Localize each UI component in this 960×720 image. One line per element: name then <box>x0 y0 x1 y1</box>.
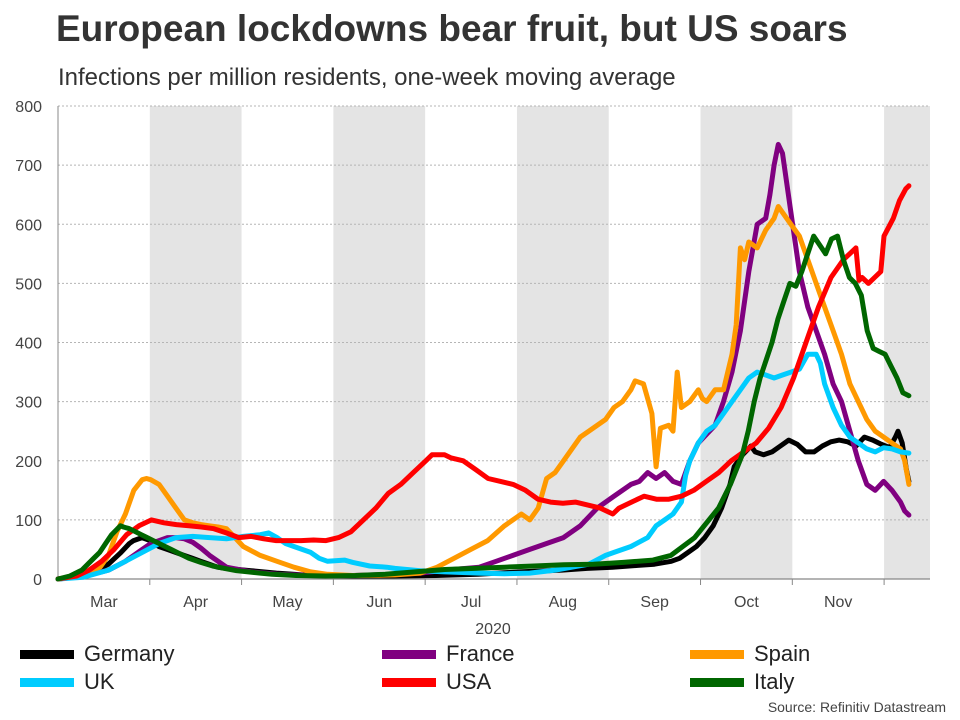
legend-swatch-uk <box>20 677 74 687</box>
series-line-france <box>55 141 912 582</box>
y-tick-label-300: 300 <box>15 395 42 412</box>
chart-subtitle: Infections per million residents, one-we… <box>58 64 676 91</box>
y-tick-label-100: 100 <box>15 513 42 530</box>
line-chart: 0 100 200 300 400 500 600 700 800 Mar Apr May Jun Ju… <box>15 99 930 638</box>
legend-label-usa: USA <box>446 669 492 694</box>
y-tick-label-0: 0 <box>33 572 42 589</box>
legend-label-france: France <box>446 641 515 666</box>
chart-title: European lockdowns bear fruit, but US so… <box>56 8 848 49</box>
y-tick-label-200: 200 <box>15 454 42 471</box>
y-tick-label-700: 700 <box>15 158 42 175</box>
legend-item-spain: Spain <box>690 640 810 668</box>
legend: Germany France Spain UK USA Italy <box>0 638 960 698</box>
legend-item-germany: Germany <box>20 640 174 668</box>
series-lines <box>55 141 912 582</box>
y-tick-label-800: 800 <box>15 99 42 116</box>
legend-item-italy: Italy <box>690 668 794 696</box>
series-line-italy <box>55 233 912 582</box>
series-line-uk <box>55 351 912 582</box>
legend-item-france: France <box>382 640 514 668</box>
x-tick-label-may: May <box>272 594 302 611</box>
y-tick-label-500: 500 <box>15 276 42 293</box>
y-tick-label-600: 600 <box>15 217 42 234</box>
source-note: Source: Refinitiv Datastream <box>767 699 946 715</box>
legend-swatch-usa <box>382 677 436 687</box>
x-axis: Mar Apr May Jun Jul Aug Sep Oct Nov <box>58 578 930 611</box>
y-axis: 0 100 200 300 400 500 600 700 800 <box>15 99 59 589</box>
legend-swatch-italy <box>690 677 744 687</box>
x-tick-label-sep: Sep <box>640 594 669 611</box>
horizontal-gridlines <box>58 105 930 521</box>
x-tick-label-nov: Nov <box>824 594 852 611</box>
x-tick-label-jun: Jun <box>366 594 392 611</box>
legend-swatch-france <box>382 649 436 659</box>
legend-label-italy: Italy <box>754 669 795 694</box>
legend-swatch-spain <box>690 649 744 659</box>
series-line-spain <box>55 204 912 582</box>
legend-label-uk: UK <box>84 669 115 694</box>
x-tick-label-oct: Oct <box>734 594 759 611</box>
legend-label-germany: Germany <box>84 641 175 666</box>
x-axis-label: 2020 <box>475 621 511 638</box>
legend-item-uk: UK <box>20 668 115 696</box>
legend-item-usa: USA <box>382 668 491 696</box>
x-tick-label-jul: Jul <box>461 594 481 611</box>
y-tick-label-400: 400 <box>15 336 42 353</box>
x-tick-label-apr: Apr <box>183 594 209 611</box>
x-tick-label-mar: Mar <box>90 594 118 611</box>
legend-swatch-germany <box>20 649 74 659</box>
legend-label-spain: Spain <box>754 641 811 666</box>
x-tick-label-aug: Aug <box>549 594 577 611</box>
